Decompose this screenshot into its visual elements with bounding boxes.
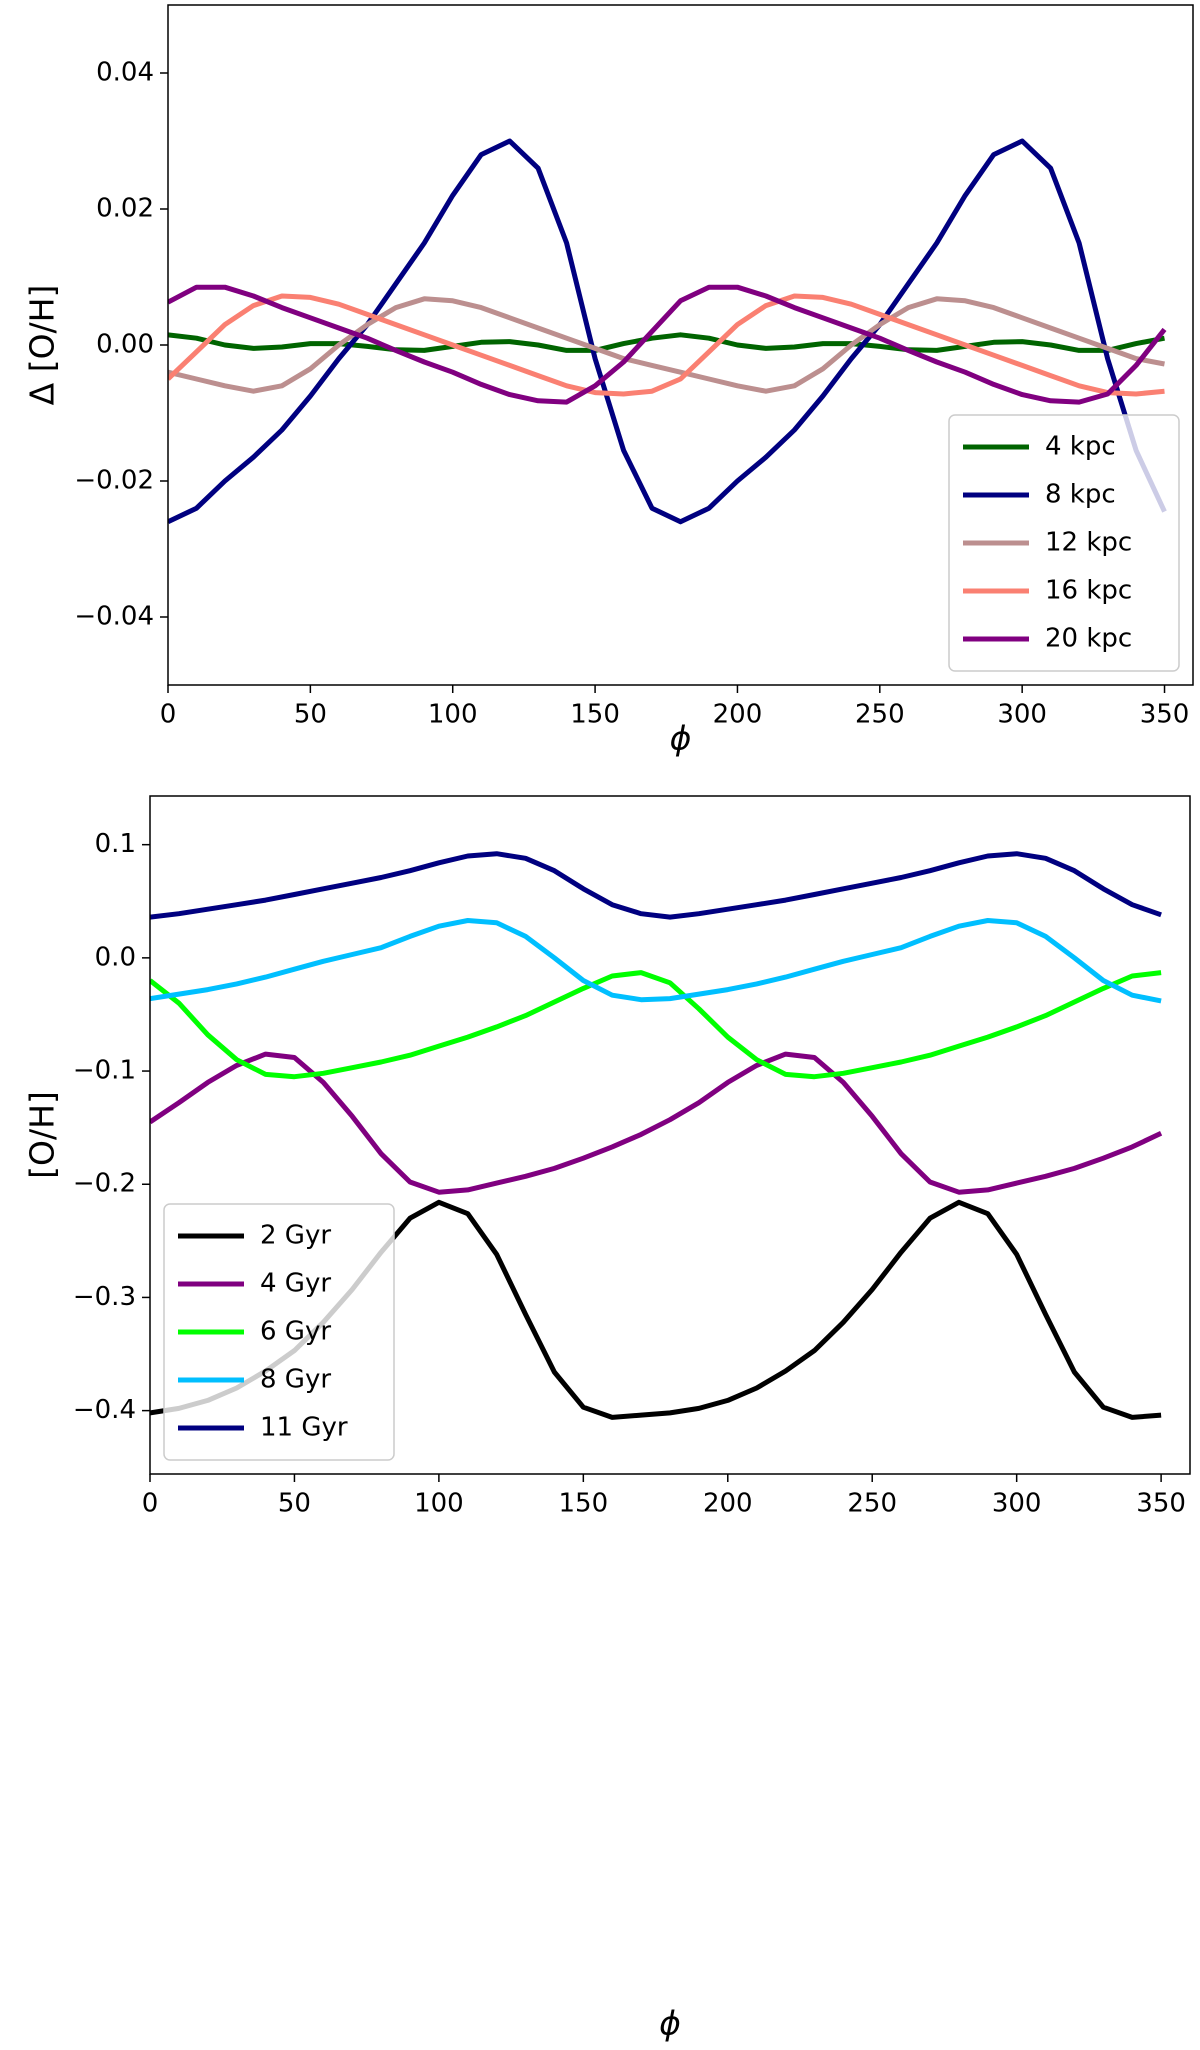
series-line xyxy=(168,296,1165,394)
x-tick-label: 100 xyxy=(414,1489,464,1519)
y-tick-label: −0.04 xyxy=(74,602,154,632)
x-axis-label: ϕ xyxy=(670,719,692,758)
y-tick-label: −0.1 xyxy=(73,1056,136,1086)
x-tick-label: 0 xyxy=(142,1489,159,1519)
legend-label: 2 Gyr xyxy=(260,1221,331,1251)
legend-label: 16 kpc xyxy=(1045,576,1132,606)
series-line xyxy=(150,918,1162,1004)
y-axis-label: Δ [O/H] xyxy=(23,285,62,406)
legend-label: 4 Gyr xyxy=(260,1269,331,1299)
y-tick-label: 0.02 xyxy=(96,194,154,224)
x-tick-label: 50 xyxy=(294,700,327,730)
legend-label: 8 kpc xyxy=(1045,480,1116,510)
legend-label: 8 Gyr xyxy=(260,1365,331,1395)
x-tick-label: 250 xyxy=(855,700,905,730)
x-tick-label: 50 xyxy=(278,1489,311,1519)
x-tick-label: 250 xyxy=(847,1489,897,1519)
x-tick-label: 150 xyxy=(570,700,620,730)
legend-box xyxy=(948,414,1180,672)
series-line xyxy=(168,332,1165,353)
series-line xyxy=(150,851,1162,920)
x-tick-label: 350 xyxy=(1136,1489,1186,1519)
plot-frame xyxy=(167,4,1194,686)
plot-frame xyxy=(149,795,1191,1475)
legend-box xyxy=(163,1203,395,1461)
x-tick-label: 100 xyxy=(428,700,478,730)
x-tick-label: 300 xyxy=(992,1489,1042,1519)
y-tick-label: 0.0 xyxy=(95,942,136,972)
series-line xyxy=(150,1051,1163,1195)
series-line xyxy=(168,293,1165,397)
y-tick-label: −0.02 xyxy=(74,466,154,496)
x-tick-label: 350 xyxy=(1140,700,1190,730)
y-tick-label: 0.00 xyxy=(96,330,154,360)
legend-label: 12 kpc xyxy=(1045,528,1132,558)
x-tick-label: 0 xyxy=(160,700,177,730)
y-tick-label: −0.4 xyxy=(73,1395,136,1425)
legend-label: 6 Gyr xyxy=(260,1317,331,1347)
legend-label: 20 kpc xyxy=(1045,624,1132,654)
y-tick-label: 0.1 xyxy=(95,829,136,859)
y-tick-label: −0.2 xyxy=(73,1169,136,1199)
x-tick-label: 200 xyxy=(703,1489,753,1519)
x-tick-label: 300 xyxy=(997,700,1047,730)
legend-label: 4 kpc xyxy=(1045,432,1116,462)
x-tick-label: 200 xyxy=(713,700,763,730)
x-axis-label: ϕ xyxy=(659,2004,681,2043)
y-tick-label: 0.04 xyxy=(96,58,154,88)
y-axis-label: [O/H] xyxy=(23,1091,62,1179)
y-tick-label: −0.3 xyxy=(73,1282,136,1312)
series-line xyxy=(168,138,1167,525)
series-line xyxy=(150,970,1162,1080)
x-tick-label: 150 xyxy=(559,1489,609,1519)
legend-label: 11 Gyr xyxy=(260,1413,348,1443)
series-line xyxy=(168,284,1167,405)
